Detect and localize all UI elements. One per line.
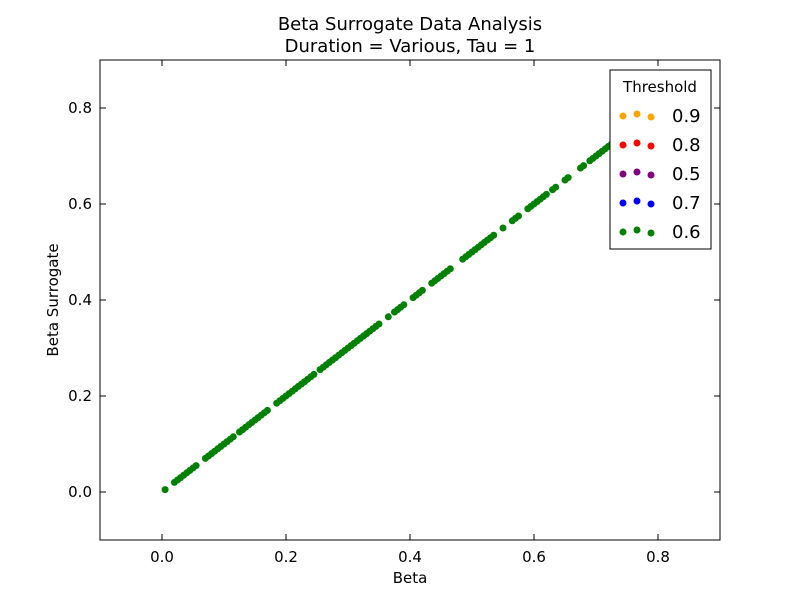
legend-marker bbox=[633, 197, 641, 205]
legend-marker bbox=[619, 228, 627, 236]
legend-label: 0.7 bbox=[672, 193, 701, 214]
legend-box bbox=[609, 69, 712, 250]
legend: Threshold 0.9 0.8 0.5 0.7 0.6 bbox=[609, 69, 712, 250]
y-axis-label: Beta Surrogate bbox=[44, 243, 62, 356]
legend-marker bbox=[647, 200, 655, 208]
legend-label: 0.6 bbox=[672, 222, 701, 243]
y-tick-label: 0.8 bbox=[68, 99, 92, 117]
data-point bbox=[418, 286, 426, 294]
data-point bbox=[161, 486, 169, 494]
x-tick-label: 0.4 bbox=[398, 548, 422, 566]
data-point bbox=[490, 231, 498, 239]
legend-entry: 0.6 bbox=[619, 222, 701, 243]
data-points-layer bbox=[161, 133, 625, 494]
legend-marker bbox=[647, 113, 655, 121]
data-point bbox=[515, 212, 522, 220]
legend-marker bbox=[647, 171, 655, 179]
legend-marker bbox=[619, 170, 627, 178]
legend-entry: 0.8 bbox=[619, 135, 701, 156]
axis-ticks: 0.0 0.2 0.4 0.6 0.8 0.0 0.2 0.4 0.6 0.8 bbox=[68, 60, 720, 566]
legend-marker bbox=[647, 229, 655, 237]
y-tick-label: 0.0 bbox=[68, 483, 92, 501]
legend-marker bbox=[619, 141, 627, 149]
x-tick-label: 0.0 bbox=[150, 548, 174, 566]
data-point bbox=[263, 406, 271, 414]
legend-entry: 0.7 bbox=[619, 193, 701, 214]
legend-marker bbox=[633, 110, 641, 118]
chart-title: Beta Surrogate Data Analysis bbox=[278, 14, 542, 35]
legend-label: 0.8 bbox=[672, 135, 701, 156]
legend-title: Threshold bbox=[622, 78, 697, 96]
legend-marker bbox=[633, 168, 641, 176]
y-tick-label: 0.2 bbox=[68, 387, 92, 405]
data-point bbox=[564, 174, 572, 182]
data-point bbox=[499, 224, 507, 232]
data-point bbox=[384, 313, 392, 321]
data-point bbox=[310, 370, 318, 378]
x-tick-label: 0.2 bbox=[274, 548, 298, 566]
data-point bbox=[446, 265, 454, 273]
chart-subtitle: Duration = Various, Tau = 1 bbox=[285, 36, 536, 57]
x-tick-label: 0.6 bbox=[522, 548, 546, 566]
data-point bbox=[542, 190, 550, 198]
legend-marker bbox=[647, 142, 655, 150]
y-tick-label: 0.6 bbox=[68, 195, 92, 213]
y-tick-label: 0.4 bbox=[68, 291, 92, 309]
legend-marker bbox=[633, 139, 641, 147]
legend-marker bbox=[619, 112, 627, 120]
x-tick-label: 0.8 bbox=[646, 548, 670, 566]
legend-label: 0.5 bbox=[672, 164, 701, 185]
data-point bbox=[229, 433, 237, 441]
legend-entry: 0.5 bbox=[619, 164, 701, 185]
legend-entry: 0.9 bbox=[619, 106, 701, 127]
data-point bbox=[375, 320, 383, 328]
data-point bbox=[580, 162, 588, 170]
data-point bbox=[552, 183, 560, 191]
legend-marker bbox=[619, 199, 627, 207]
legend-marker bbox=[633, 226, 641, 234]
x-axis-label: Beta bbox=[393, 569, 428, 587]
data-point bbox=[400, 301, 408, 309]
legend-entries: 0.9 0.8 0.5 0.7 0.6 bbox=[619, 106, 701, 243]
data-point bbox=[192, 462, 200, 470]
legend-label: 0.9 bbox=[672, 106, 701, 127]
